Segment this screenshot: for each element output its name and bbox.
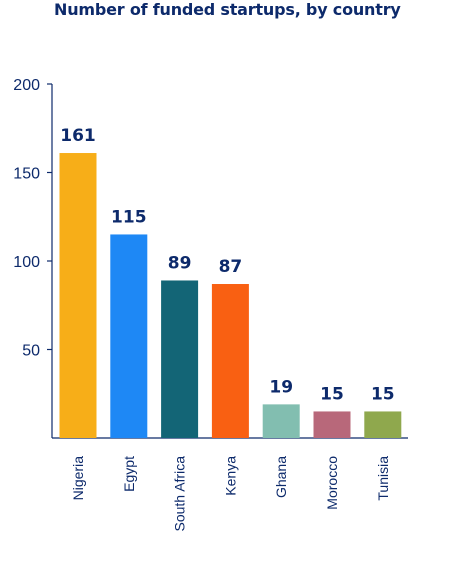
- category-label: Tunisia: [375, 456, 391, 501]
- bar-egypt: [110, 234, 148, 438]
- y-tick-label: 200: [13, 77, 40, 94]
- y-tick-label: 100: [13, 254, 40, 271]
- y-ticks: 50 100 150 200: [13, 77, 52, 360]
- bar-south-africa: [161, 280, 199, 438]
- chart-title: Number of funded startups, by country: [54, 0, 401, 19]
- category-label: Ghana: [273, 456, 289, 498]
- data-label: 15: [320, 384, 344, 404]
- data-label: 89: [168, 253, 192, 273]
- bar-morocco: [313, 411, 351, 438]
- data-label: 161: [60, 126, 96, 146]
- category-label: Nigeria: [70, 456, 86, 501]
- category-label: Egypt: [121, 456, 137, 492]
- bar-ghana: [262, 404, 300, 438]
- category-label: Kenya: [222, 456, 238, 496]
- data-label: 15: [371, 384, 395, 404]
- data-labels: 161 115 89 87 19 15 15: [60, 126, 394, 404]
- category-label: South Africa: [172, 456, 188, 532]
- category-labels: Nigeria Egypt South Africa Kenya Ghana Morocc…: [70, 456, 391, 532]
- bar-kenya: [211, 284, 249, 438]
- bars: [59, 153, 402, 438]
- data-label: 19: [269, 377, 293, 397]
- data-label: 87: [219, 257, 243, 277]
- y-tick-label: 150: [13, 166, 40, 183]
- data-label: 115: [111, 207, 147, 227]
- y-tick-label: 50: [22, 343, 40, 360]
- bar-nigeria: [59, 153, 97, 438]
- bar-tunisia: [364, 411, 402, 438]
- category-label: Morocco: [324, 456, 340, 510]
